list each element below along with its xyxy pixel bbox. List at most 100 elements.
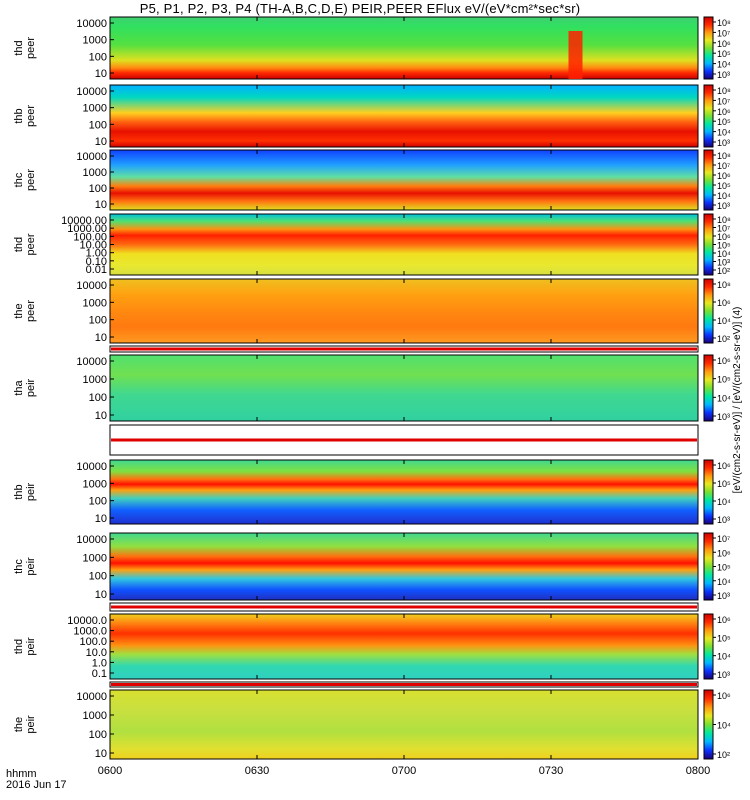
y-tick-label: 10	[95, 748, 107, 760]
colorbar-tick-label: 10⁴	[717, 497, 731, 507]
colorbar-tick-label: 10⁵	[717, 241, 731, 251]
colorbar	[703, 278, 714, 344]
colorbar-tick-label: 10⁴	[717, 128, 731, 138]
y-tick-label: 100	[89, 392, 107, 404]
colorbar-tick-label: 10⁷	[717, 534, 730, 544]
panel-ylabel: peer	[25, 37, 37, 59]
colorbar-tick-label: 10⁶	[717, 548, 731, 558]
y-tick-label: 1000	[83, 710, 107, 722]
panel-ylabel: the	[13, 303, 25, 318]
y-tick-label: 1000.00	[67, 223, 107, 235]
flag-bar-fill	[111, 438, 697, 442]
colorbar-tick-label: 10⁶	[717, 356, 731, 366]
colorbar-tick-label: 10⁶	[717, 691, 731, 701]
colorbar-tick-label: 10⁸	[717, 280, 731, 290]
colorbar-tick-label: 10⁵	[717, 479, 731, 489]
y-tick-label: 1000	[83, 478, 107, 490]
panel-ylabel: thc	[13, 559, 25, 574]
y-tick-label: 100	[89, 51, 107, 63]
colorbar-tick-label: 10⁶	[717, 107, 731, 117]
y-tick-label: 0.01	[86, 264, 107, 276]
y-tick-label: 10000	[76, 18, 107, 30]
spectrogram-panel	[109, 532, 699, 601]
colorbar-tick-label: 10⁵	[717, 117, 731, 127]
y-tick-label: 1000	[83, 297, 107, 309]
y-tick-label: 100	[89, 496, 107, 508]
y-tick-label: 1000.0	[73, 626, 107, 638]
y-tick-label: 10	[95, 199, 107, 211]
y-tick-label: 1000	[83, 35, 107, 47]
y-tick-label: 10000	[76, 280, 107, 292]
y-tick-label: 10	[95, 589, 107, 601]
y-tick-label: 1000	[83, 552, 107, 564]
colorbar-tick-label: 10²	[717, 750, 730, 760]
panel-ylabel: thd	[13, 40, 25, 55]
x-tick-label: 0800	[686, 765, 710, 777]
y-tick-label: 10000	[76, 691, 107, 703]
colorbar-tick-label: 10⁸	[717, 151, 731, 161]
y-tick-label: 1000	[83, 374, 107, 386]
colorbar-tick-label: 10⁶	[717, 171, 731, 181]
panel-ylabel: the	[13, 717, 25, 732]
spectrogram-panel	[109, 213, 699, 276]
colorbar	[703, 213, 714, 276]
colorbar-tick-label: 10⁸	[717, 18, 731, 28]
panel-ylabel: thb	[13, 108, 25, 123]
panel-ylabel: peir	[25, 378, 37, 397]
y-tick-label: 0.10	[86, 256, 107, 268]
colorbar	[703, 354, 714, 422]
colorbar-tick-label: 10³	[717, 670, 730, 680]
colorbar-tick-label: 10⁶	[717, 232, 731, 242]
panel-ylabel: peir	[25, 715, 37, 734]
colorbar	[703, 84, 714, 148]
colorbar-tick-label: 10⁴	[717, 577, 731, 587]
panel-ylabel: thd	[13, 639, 25, 654]
colorbar-tick-label: 10⁵	[717, 181, 731, 191]
panel-ylabel: peer	[25, 105, 37, 127]
y-tick-label: 10	[95, 332, 107, 344]
colorbar-tick-label: 10⁵	[717, 633, 731, 643]
colorbar-tick-label: 10²	[717, 266, 730, 276]
colorbar-tick-label: 10⁶	[717, 298, 731, 308]
colorbar-tick-label: 10⁸	[717, 215, 731, 225]
spectrogram-panel	[109, 613, 699, 680]
x-tick-label: 0700	[392, 765, 416, 777]
colorbar-unit-label: [eV/(cm2-s-sr-eV)] / [eV/(cm2-s-sr-eV)] …	[732, 307, 743, 494]
colorbar-tick-label: 10³	[717, 591, 730, 601]
spectrogram-panel	[109, 16, 699, 80]
colorbar-tick-label: 10⁵	[717, 49, 731, 59]
y-tick-label: 100.0	[79, 636, 107, 648]
colorbar-tick-label: 10³	[717, 412, 730, 422]
y-tick-label: 100	[89, 729, 107, 741]
date-label: 2016 Jun 17	[6, 779, 67, 791]
x-tick-label: 0600	[98, 765, 122, 777]
panel-ylabel: peir	[25, 557, 37, 576]
colorbar-tick-label: 10⁴	[717, 249, 731, 259]
time-axis-label: hhmm	[6, 768, 37, 780]
y-tick-label: 10000.00	[61, 215, 107, 227]
colorbar-tick-label: 10⁶	[717, 39, 731, 49]
panel-ylabel: peer	[25, 169, 37, 191]
colorbar-tick-label: 10³	[717, 138, 730, 148]
colorbar-tick-label: 10⁵	[717, 563, 731, 573]
y-tick-label: 100	[89, 571, 107, 583]
flag-bar-fill	[111, 605, 697, 609]
y-tick-label: 10.00	[79, 240, 107, 252]
y-tick-label: 1.0	[92, 657, 107, 669]
y-tick-label: 0.1	[92, 668, 107, 680]
panel-ylabel: peer	[25, 233, 37, 255]
colorbar-tick-label: 10⁷	[717, 96, 730, 106]
panel-ylabel: thb	[13, 484, 25, 499]
spectrogram-panel	[109, 149, 699, 211]
y-tick-label: 10000.0	[67, 615, 107, 627]
y-tick-label: 1000	[83, 103, 107, 115]
panel-ylabel: thd	[13, 237, 25, 252]
colorbar	[703, 459, 714, 525]
y-tick-label: 10	[95, 68, 107, 80]
colorbar-tick-label: 10²	[717, 334, 730, 344]
y-tick-label: 100	[89, 183, 107, 195]
y-tick-label: 10000	[76, 461, 107, 473]
y-tick-label: 100	[89, 119, 107, 131]
colorbar-tick-label: 10⁷	[717, 161, 730, 171]
